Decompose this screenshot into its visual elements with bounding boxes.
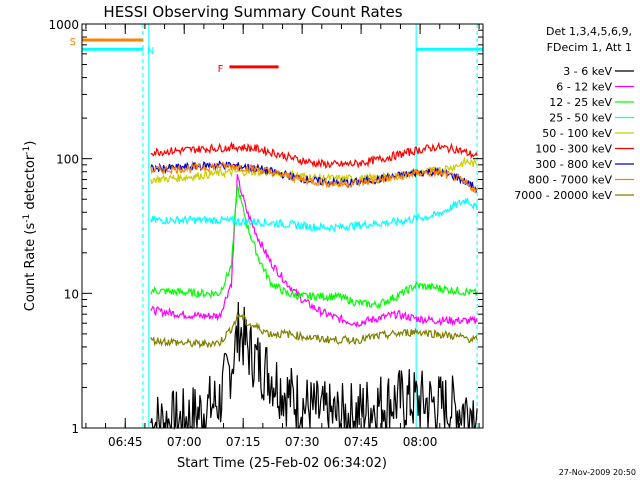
state-flag-label: S bbox=[70, 37, 76, 48]
series-line bbox=[150, 160, 478, 194]
y-axis-label-middle: detector bbox=[23, 154, 38, 214]
series-line bbox=[150, 173, 478, 329]
chart-title: HESSI Observing Summary Count Rates bbox=[103, 3, 402, 21]
y-axis-ticks: 1 10 100 1000 bbox=[48, 18, 483, 436]
state-flag-label: N bbox=[147, 46, 154, 57]
x-axis-ticks: 06:45 07:00 07:15 07:30 07:45 08:00 bbox=[85, 24, 480, 449]
y-axis-label-main: Count Rate (s bbox=[23, 223, 38, 312]
y-axis-label-end: ) bbox=[23, 141, 38, 146]
legend-entry-label: 7000 - 20000 keV bbox=[514, 189, 612, 202]
x-tick-label: 07:45 bbox=[344, 435, 379, 449]
x-tick-label: 06:45 bbox=[108, 435, 143, 449]
series-line bbox=[150, 197, 478, 233]
y-tick-label: 1000 bbox=[48, 18, 79, 32]
state-flag-label: F bbox=[218, 64, 224, 75]
y-axis-label-superscript: -1 bbox=[22, 146, 32, 155]
legend-entries: 3 - 6 keV 6 - 12 keV 12 - 25 keV 25 - 50 ke… bbox=[514, 65, 634, 202]
x-tick-label: 07:30 bbox=[285, 435, 320, 449]
x-axis-label: Start Time (25-Feb-02 06:34:02) bbox=[177, 456, 387, 471]
series-line bbox=[150, 184, 478, 310]
series-line bbox=[150, 141, 478, 170]
series-line bbox=[150, 156, 478, 185]
legend-entry-label: 6 - 12 keV bbox=[556, 81, 612, 94]
y-axis-label: Count Rate (s-1 detector-1) bbox=[22, 141, 38, 312]
x-tick-label: 07:15 bbox=[226, 435, 261, 449]
legend: Det 1,3,4,5,6,9, FDecim 1, Att 1 3 - 6 k… bbox=[514, 25, 634, 202]
y-axis-label-superscript: -1 bbox=[22, 214, 32, 223]
legend-header-line: Det 1,3,4,5,6,9, bbox=[546, 25, 632, 38]
legend-entry-label: 12 - 25 keV bbox=[549, 96, 612, 109]
x-tick-label: 08:00 bbox=[403, 435, 438, 449]
y-tick-label: 1 bbox=[71, 422, 79, 436]
legend-entry-label: 300 - 800 keV bbox=[535, 158, 612, 171]
legend-entry-label: 50 - 100 keV bbox=[542, 127, 612, 140]
plot-area: S N F bbox=[70, 24, 483, 431]
series-line bbox=[150, 161, 478, 195]
legend-entry-label: 3 - 6 keV bbox=[563, 65, 612, 78]
y-tick-label: 10 bbox=[64, 287, 79, 301]
legend-entry-label: 100 - 300 keV bbox=[535, 143, 612, 156]
legend-entry-label: 25 - 50 keV bbox=[549, 112, 612, 125]
y-tick-label: 100 bbox=[56, 153, 79, 167]
x-tick-label: 07:00 bbox=[167, 435, 202, 449]
footer-timestamp: 27-Nov-2009 20:50 bbox=[559, 468, 636, 477]
legend-entry-label: 800 - 7000 keV bbox=[528, 174, 612, 187]
series-line bbox=[150, 311, 478, 349]
legend-header-line: FDecim 1, Att 1 bbox=[547, 41, 632, 54]
